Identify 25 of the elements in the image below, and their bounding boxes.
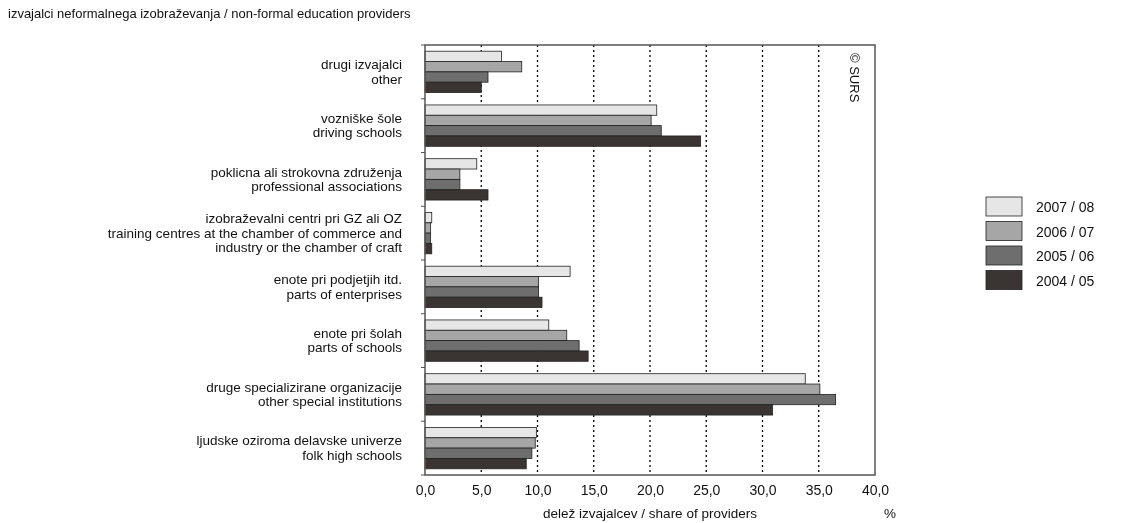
y-tick-label: drugi izvajalci other [320, 57, 403, 87]
y-tick-label: izobraževalni centri pri GZ ali OZ training centres at the chamber of commerce and industry or the chamber of craft [107, 211, 403, 256]
x-axis-title: delež izvajalcev / share of providers [543, 506, 758, 521]
x-tick-label: 5,0 [472, 481, 492, 498]
legend-label: 2007 / 08 [1036, 199, 1095, 215]
legend-label: 2004 / 05 [1036, 272, 1095, 289]
y-tick-label: poklicna ali strokovna združenja professional associations [210, 164, 403, 195]
y-tick-label: vozniške šole driving schools [312, 110, 403, 141]
text: izvajalci neformalnega izobraževanja / non-formal education providers [8, 6, 411, 21]
x-tick-label: 25,0 [693, 481, 721, 498]
text: % [883, 506, 897, 521]
x-tick-label: 10,0 [524, 481, 552, 498]
x-tick-label: 15,0 [580, 481, 609, 498]
y-tick-label: enote pri šolah parts of schools [307, 325, 403, 356]
x-tick-label: 20,0 [636, 481, 665, 498]
legend-label: 2005 / 06 [1036, 248, 1095, 264]
x-tick-label: 35,0 [805, 481, 834, 498]
y-tick-label: ljudske oziroma delavske univerze folk high schools [196, 433, 403, 463]
y-tick-label: enote pri podjetjih itd. parts of enterprises [273, 272, 403, 302]
y-tick-label: druge specializirane organizacije other special institutions [206, 379, 403, 410]
legend-label: 2006 / 07 [1036, 223, 1095, 240]
x-tick-label: 30,0 [749, 481, 777, 498]
annotation: © SURS [847, 53, 862, 103]
x-tick-label: 40,0 [861, 481, 890, 498]
x-tick-label: 0,0 [415, 481, 436, 498]
